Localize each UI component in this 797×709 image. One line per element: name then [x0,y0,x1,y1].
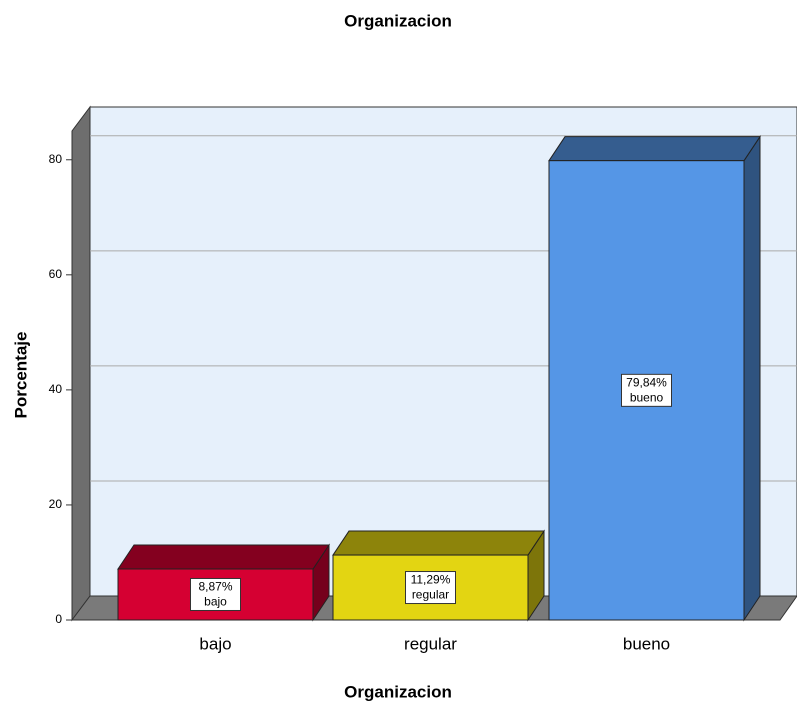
data-label-category: regular [412,588,449,602]
y-tick-label: 40 [49,382,63,396]
bar-top [332,530,545,556]
y-axis-label: Porcentaje [11,332,30,419]
y-tick-label: 20 [49,497,63,511]
bar-top [117,544,330,570]
data-label-box [621,373,672,407]
x-axis-label: Organizacion [344,682,452,701]
chart-title: Organizacion [344,11,452,30]
bar-side [743,135,761,622]
x-tick-label: bajo [199,634,231,653]
data-label: 79,84% [626,376,667,390]
y-tick-label: 80 [49,152,63,166]
left-wall [71,105,91,622]
data-label: 11,29% [411,573,451,587]
data-label-category: bueno [630,391,664,405]
bar-top [548,136,761,162]
x-tick-label: regular [404,634,457,653]
data-label-category: bajo [204,595,227,609]
data-label: 8,87% [198,580,232,594]
y-tick-label: 0 [55,612,62,626]
x-tick-label: bueno [623,634,670,653]
data-label-box [190,577,241,611]
y-tick-label: 60 [49,267,63,281]
data-label-box [405,571,456,605]
